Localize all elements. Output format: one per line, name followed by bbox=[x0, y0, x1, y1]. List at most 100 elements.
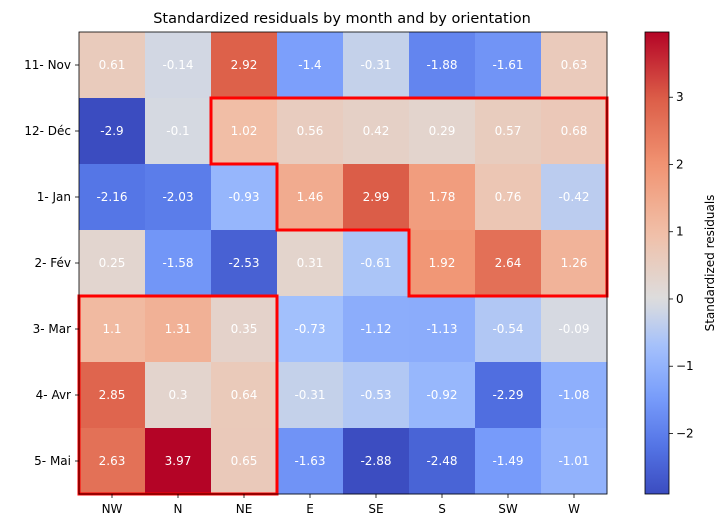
colorbar-label: Standardized residuals bbox=[703, 195, 717, 332]
cell-value-label: -0.09 bbox=[558, 322, 589, 336]
x-tick-label: E bbox=[306, 502, 314, 516]
cell-value-label: 0.31 bbox=[297, 256, 324, 270]
heatmap-cell bbox=[343, 428, 410, 495]
heatmap-cell bbox=[145, 230, 212, 297]
heatmap-cell bbox=[79, 32, 146, 99]
cell-value-label: -2.29 bbox=[492, 388, 523, 402]
heatmap-cell bbox=[79, 164, 146, 231]
cell-value-label: 0.3 bbox=[168, 388, 187, 402]
cell-value-label: 0.65 bbox=[231, 454, 258, 468]
cell-value-label: -0.93 bbox=[228, 190, 259, 204]
heatmap-cell bbox=[145, 362, 212, 429]
y-axis-ticks: 11- Nov 12- Déc 1- Jan 2- Fév 3- Mar 4- Avr 5-… bbox=[24, 58, 79, 468]
cell-value-label: -0.92 bbox=[426, 388, 457, 402]
cell-value-label: -1.13 bbox=[426, 322, 457, 336]
cell-value-label: -1.49 bbox=[492, 454, 523, 468]
cell-value-label: -0.61 bbox=[360, 256, 391, 270]
cell-value-label: 0.29 bbox=[429, 124, 456, 138]
cell-value-label: -1.4 bbox=[298, 58, 321, 72]
heatmap-cell bbox=[145, 32, 212, 99]
cell-value-label: 1.02 bbox=[231, 124, 258, 138]
cell-value-label: -1.01 bbox=[558, 454, 589, 468]
y-tick-label: 2- Fév bbox=[34, 256, 71, 270]
cell-value-label: -0.53 bbox=[360, 388, 391, 402]
cell-value-label: -1.12 bbox=[360, 322, 391, 336]
cell-value-label: -0.14 bbox=[162, 58, 193, 72]
colorbar-tick-label: 0 bbox=[676, 292, 684, 306]
x-tick-label: SW bbox=[498, 502, 518, 516]
heatmap-cell bbox=[277, 32, 344, 99]
heatmap-cell bbox=[475, 296, 542, 363]
cell-value-label: 2.85 bbox=[99, 388, 126, 402]
heatmap-cell bbox=[211, 98, 278, 165]
heatmap-cell bbox=[145, 98, 212, 165]
heatmap-cell bbox=[409, 296, 476, 363]
heatmap-cell bbox=[211, 230, 278, 297]
cell-value-label: 2.63 bbox=[99, 454, 126, 468]
x-axis-ticks: NW N NE E SE S SW W bbox=[102, 494, 580, 516]
heatmap-cell bbox=[541, 98, 608, 165]
cell-value-label: -2.9 bbox=[100, 124, 123, 138]
heatmap-cell bbox=[79, 230, 146, 297]
heatmap-cell bbox=[409, 98, 476, 165]
cell-value-label: 0.64 bbox=[231, 388, 258, 402]
heatmap-cell bbox=[211, 32, 278, 99]
heatmap-cell bbox=[277, 164, 344, 231]
y-tick-label: 11- Nov bbox=[24, 58, 71, 72]
cell-value-label: -1.88 bbox=[426, 58, 457, 72]
cell-value-label: 1.26 bbox=[561, 256, 588, 270]
cell-value-label: -2.16 bbox=[96, 190, 127, 204]
cell-value-label: 0.35 bbox=[231, 322, 258, 336]
heatmap-cell bbox=[277, 428, 344, 495]
cell-value-label: 1.78 bbox=[429, 190, 456, 204]
cell-value-label: 0.57 bbox=[495, 124, 522, 138]
heatmap-cell bbox=[409, 164, 476, 231]
colorbar-tick-label: 3 bbox=[676, 90, 684, 104]
heatmap-cell bbox=[475, 164, 542, 231]
cell-value-label: 2.64 bbox=[495, 256, 522, 270]
cell-value-label: 0.61 bbox=[99, 58, 126, 72]
cell-value-label: 3.97 bbox=[165, 454, 192, 468]
heatmap-cell bbox=[79, 296, 146, 363]
cell-value-labels: 0.61 -0.14 2.92 -1.4 -0.31 -1.88 -1.61 0.63 -2.9… bbox=[96, 58, 589, 468]
cell-value-label: -1.58 bbox=[162, 256, 193, 270]
heatmap-cells bbox=[79, 32, 608, 495]
heatmap-cell bbox=[343, 296, 410, 363]
heatmap-cell bbox=[277, 296, 344, 363]
heatmap-cell bbox=[277, 362, 344, 429]
heatmap-cell bbox=[541, 32, 608, 99]
cell-value-label: -0.31 bbox=[360, 58, 391, 72]
heatmap-cell bbox=[475, 428, 542, 495]
cell-value-label: -0.42 bbox=[558, 190, 589, 204]
heatmap-cell bbox=[541, 164, 608, 231]
cell-value-label: 2.99 bbox=[363, 190, 390, 204]
heatmap-cell bbox=[541, 296, 608, 363]
cell-value-label: 1.31 bbox=[165, 322, 192, 336]
y-tick-label: 12- Déc bbox=[24, 124, 71, 138]
y-tick-label: 3- Mar bbox=[33, 322, 71, 336]
heatmap-cell bbox=[277, 98, 344, 165]
heatmap-cell bbox=[343, 164, 410, 231]
y-tick-label: 4- Avr bbox=[36, 388, 71, 402]
heatmap-cell bbox=[211, 362, 278, 429]
x-tick-label: S bbox=[438, 502, 446, 516]
cell-value-label: 1.1 bbox=[102, 322, 121, 336]
cell-value-label: 0.56 bbox=[297, 124, 324, 138]
colorbar-tick-label: 1 bbox=[676, 225, 684, 239]
heatmap-cell bbox=[79, 428, 146, 495]
heatmap-cell bbox=[541, 428, 608, 495]
heatmap-cell bbox=[409, 32, 476, 99]
heatmap-cell bbox=[343, 362, 410, 429]
cell-value-label: -0.54 bbox=[492, 322, 523, 336]
x-tick-label: W bbox=[568, 502, 580, 516]
heatmap-cell bbox=[475, 362, 542, 429]
cell-value-label: 2.92 bbox=[231, 58, 258, 72]
cell-value-label: -2.03 bbox=[162, 190, 193, 204]
heatmap-cell bbox=[211, 428, 278, 495]
cell-value-label: -1.08 bbox=[558, 388, 589, 402]
x-tick-label: N bbox=[174, 502, 183, 516]
heatmap-cell bbox=[409, 428, 476, 495]
cell-value-label: -2.53 bbox=[228, 256, 259, 270]
heatmap-cell bbox=[277, 230, 344, 297]
